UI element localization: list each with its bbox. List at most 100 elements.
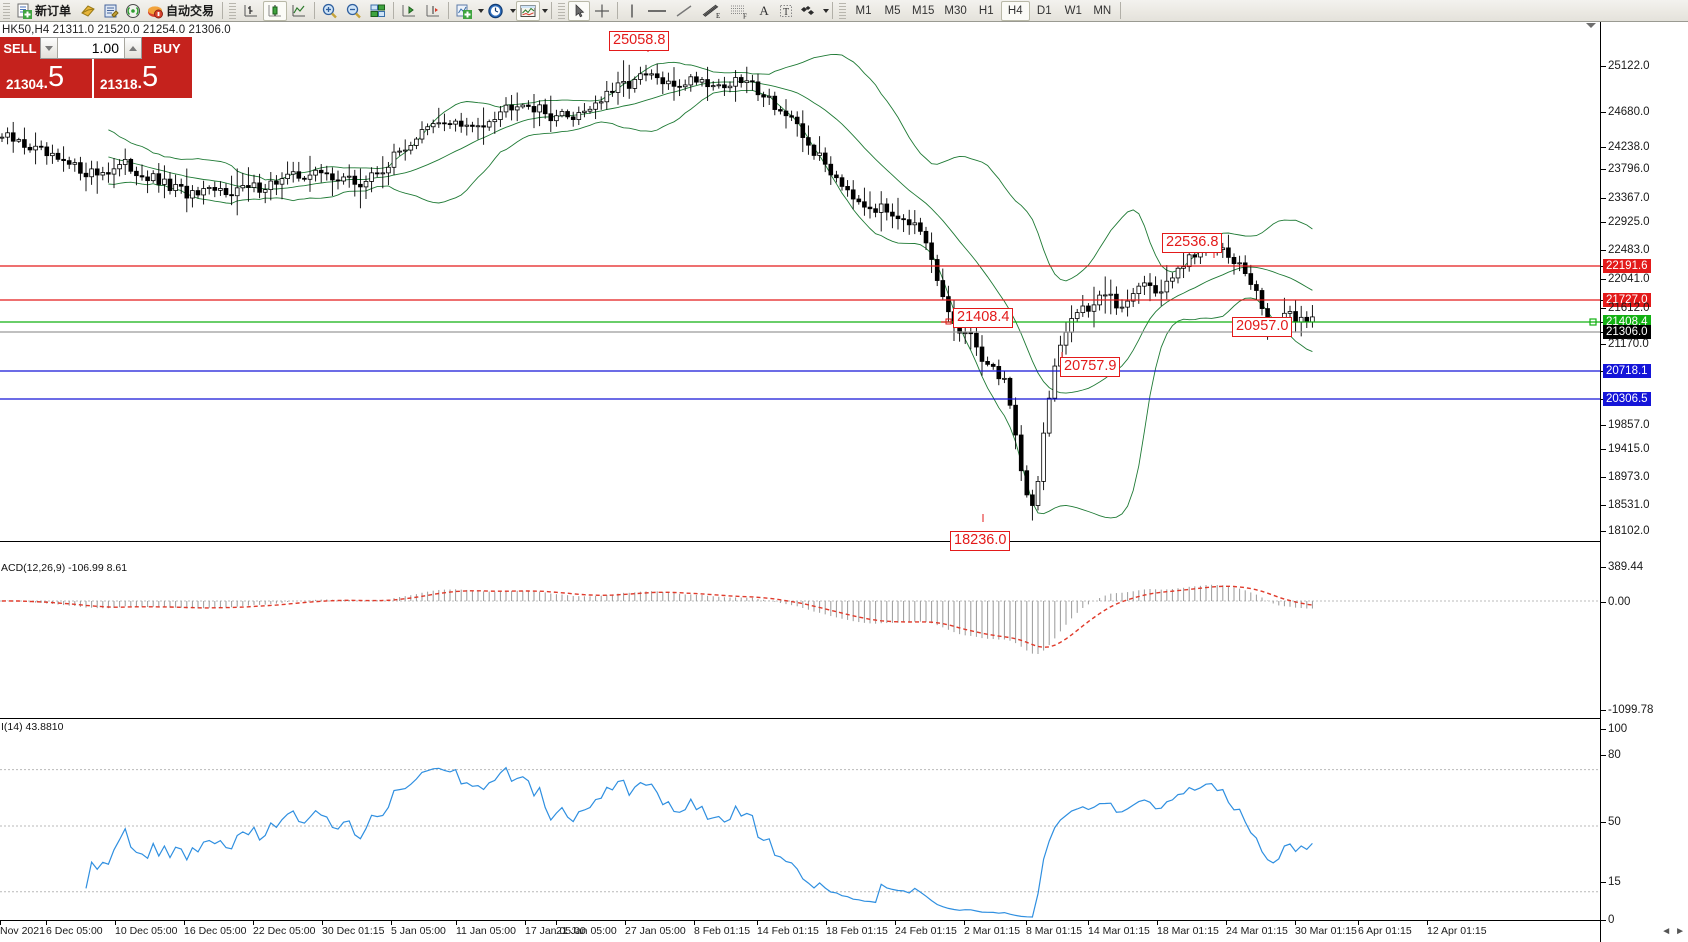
price-tick	[1601, 449, 1606, 450]
timeframe-w1[interactable]: W1	[1059, 1, 1088, 21]
annotation-18236[interactable]: 18236.0	[950, 531, 1011, 551]
price-label: 0	[1608, 914, 1615, 926]
timeframe-d1[interactable]: D1	[1030, 1, 1059, 21]
bar-chart-icon-button[interactable]	[239, 1, 263, 21]
toolbar-separator-1	[222, 2, 224, 19]
price-label: 23367.0	[1608, 192, 1650, 204]
indicators-icon-button[interactable]	[452, 1, 476, 21]
svg-text:E: E	[716, 12, 720, 19]
symbol-ohlc-label: HK50,H4 21311.0 21520.0 21254.0 21306.0	[2, 24, 231, 36]
candlestick-chart-icon-button[interactable]	[263, 0, 288, 21]
shapes-icon-button[interactable]	[797, 1, 821, 21]
sell-button[interactable]: SELL	[0, 37, 40, 59]
rsi-label: I(14) 43.8810	[1, 721, 64, 733]
fibonacci-icon-button[interactable]: F	[725, 1, 753, 21]
chart-window[interactable]: HK50,H4 21311.0 21520.0 21254.0 21306.0 …	[0, 22, 1688, 942]
price-label: 18102.0	[1608, 525, 1650, 537]
time-tick	[895, 921, 896, 925]
auto-trading-button[interactable]: 自动交易	[144, 1, 219, 21]
horizontal-line-icon-button[interactable]	[643, 1, 671, 21]
time-tick	[1088, 921, 1089, 925]
sell-price-fraction: 5	[48, 61, 65, 93]
collapse-caret-icon[interactable]	[1586, 23, 1596, 28]
price-tag-black: 21306.0	[1603, 325, 1651, 339]
templates-dropdown-caret[interactable]	[542, 8, 549, 13]
annotation-22536[interactable]: 22536.8	[1162, 233, 1223, 253]
time-label: 30 Mar 01:15	[1295, 925, 1357, 937]
volume-decrease-button[interactable]	[41, 38, 58, 58]
time-label: 22 Dec 05:00	[253, 925, 316, 937]
cursor-icon-button[interactable]	[568, 0, 591, 21]
equidistant-channel-icon-button[interactable]: E	[697, 1, 725, 21]
time-label: 27 Jan 05:00	[625, 925, 686, 937]
price-tag-blue: 20306.5	[1603, 392, 1651, 406]
tile-windows-icon-button[interactable]	[366, 1, 390, 21]
toolbar-separator-3	[393, 2, 395, 19]
price-scale[interactable]: 25122.0 24680.0 24238.0 23796.0 23367.0 22925…	[1600, 22, 1688, 942]
period-dropdown-caret[interactable]	[510, 8, 517, 13]
timeframe-h4[interactable]: H4	[1000, 0, 1030, 21]
price-tick	[1601, 222, 1606, 223]
vertical-line-icon-button[interactable]	[621, 1, 643, 21]
expert-advisor-icon-button[interactable]	[76, 1, 100, 21]
buy-price[interactable]: 21318 . 5	[94, 59, 192, 98]
zoom-in-icon-button[interactable]	[318, 1, 342, 21]
timeframe-label: M15	[912, 4, 935, 17]
indicators-dropdown-caret[interactable]	[478, 8, 485, 13]
one-click-trading-panel[interactable]: SELL 1.00 BUY 21304 . 5 21318 . 5	[0, 37, 192, 98]
metaeditor-icon-button[interactable]	[100, 1, 122, 21]
time-label: 10 Dec 05:00	[115, 925, 178, 937]
auto-scroll-icon-button[interactable]	[421, 1, 445, 21]
timeframe-m30[interactable]: M30	[939, 1, 971, 21]
rsi-plot	[0, 766, 1600, 918]
shift-chart-icon-button[interactable]	[397, 1, 421, 21]
sell-price[interactable]: 21304 . 5	[0, 59, 92, 98]
shapes-dropdown-caret[interactable]	[823, 8, 830, 13]
buy-price-fraction: 5	[142, 61, 159, 93]
timeframe-label: M5	[884, 4, 901, 17]
text-icon-button[interactable]: A	[759, 2, 769, 18]
timeframe-h1[interactable]: H1	[972, 1, 1001, 21]
price-tick	[1601, 755, 1606, 756]
toolbar-grip-3[interactable]	[558, 2, 566, 19]
timeframe-m5[interactable]: M5	[878, 1, 907, 21]
volume-increase-button[interactable]	[124, 38, 141, 58]
time-label: 14 Mar 01:15	[1088, 925, 1150, 937]
line-chart-icon-button[interactable]	[287, 1, 311, 21]
time-tick	[1157, 921, 1158, 925]
templates-icon-button[interactable]	[516, 0, 541, 21]
annotation-21408[interactable]: 21408.4	[953, 308, 1014, 328]
scroll-left-icon[interactable]: ◄	[1661, 925, 1672, 937]
volume-stepper[interactable]: 1.00	[40, 37, 142, 59]
zoom-out-icon-button[interactable]	[342, 1, 366, 21]
annotation-25058[interactable]: 25058.8	[609, 31, 670, 51]
scroll-right-icon[interactable]: ►	[1675, 925, 1685, 937]
time-tick	[826, 921, 827, 925]
timeframe-label: H4	[1007, 4, 1023, 17]
price-label: 22925.0	[1608, 216, 1650, 228]
volume-value[interactable]: 1.00	[91, 40, 119, 56]
buy-button[interactable]: BUY	[142, 37, 192, 59]
price-label: 22483.0	[1608, 244, 1650, 256]
signals-icon-button[interactable]	[122, 1, 144, 21]
crosshair-icon-button[interactable]	[590, 1, 614, 21]
toolbar-grip-4[interactable]	[839, 2, 847, 19]
new-order-button[interactable]: 新订单	[13, 1, 76, 21]
macd-plot	[0, 584, 1600, 654]
macd-label: ACD(12,26,9) -106.99 8.61	[1, 562, 128, 574]
time-scale[interactable]: Nov 2021 6 Dec 05:00 10 Dec 05:00 16 Dec 05…	[0, 920, 1600, 942]
timeframe-mn[interactable]: MN	[1088, 1, 1117, 21]
annotation-20957[interactable]: 20957.0	[1232, 317, 1293, 337]
price-tick	[1601, 882, 1606, 883]
time-label: Nov 2021	[0, 925, 45, 937]
period-clock-icon-button[interactable]	[484, 1, 508, 21]
timeframe-m1[interactable]: M1	[849, 1, 878, 21]
text-label-icon-button[interactable]: T	[775, 1, 797, 21]
toolbar-grip[interactable]	[3, 2, 10, 19]
annotation-20757[interactable]: 20757.9	[1060, 357, 1121, 377]
time-label: 11 Jan 05:00	[456, 925, 516, 937]
toolbar-grip-2[interactable]	[229, 2, 237, 19]
timeframe-m15[interactable]: M15	[907, 1, 939, 21]
scroll-corner[interactable]: ◄ ►	[1600, 920, 1688, 942]
trendline-icon-button[interactable]	[671, 1, 697, 21]
